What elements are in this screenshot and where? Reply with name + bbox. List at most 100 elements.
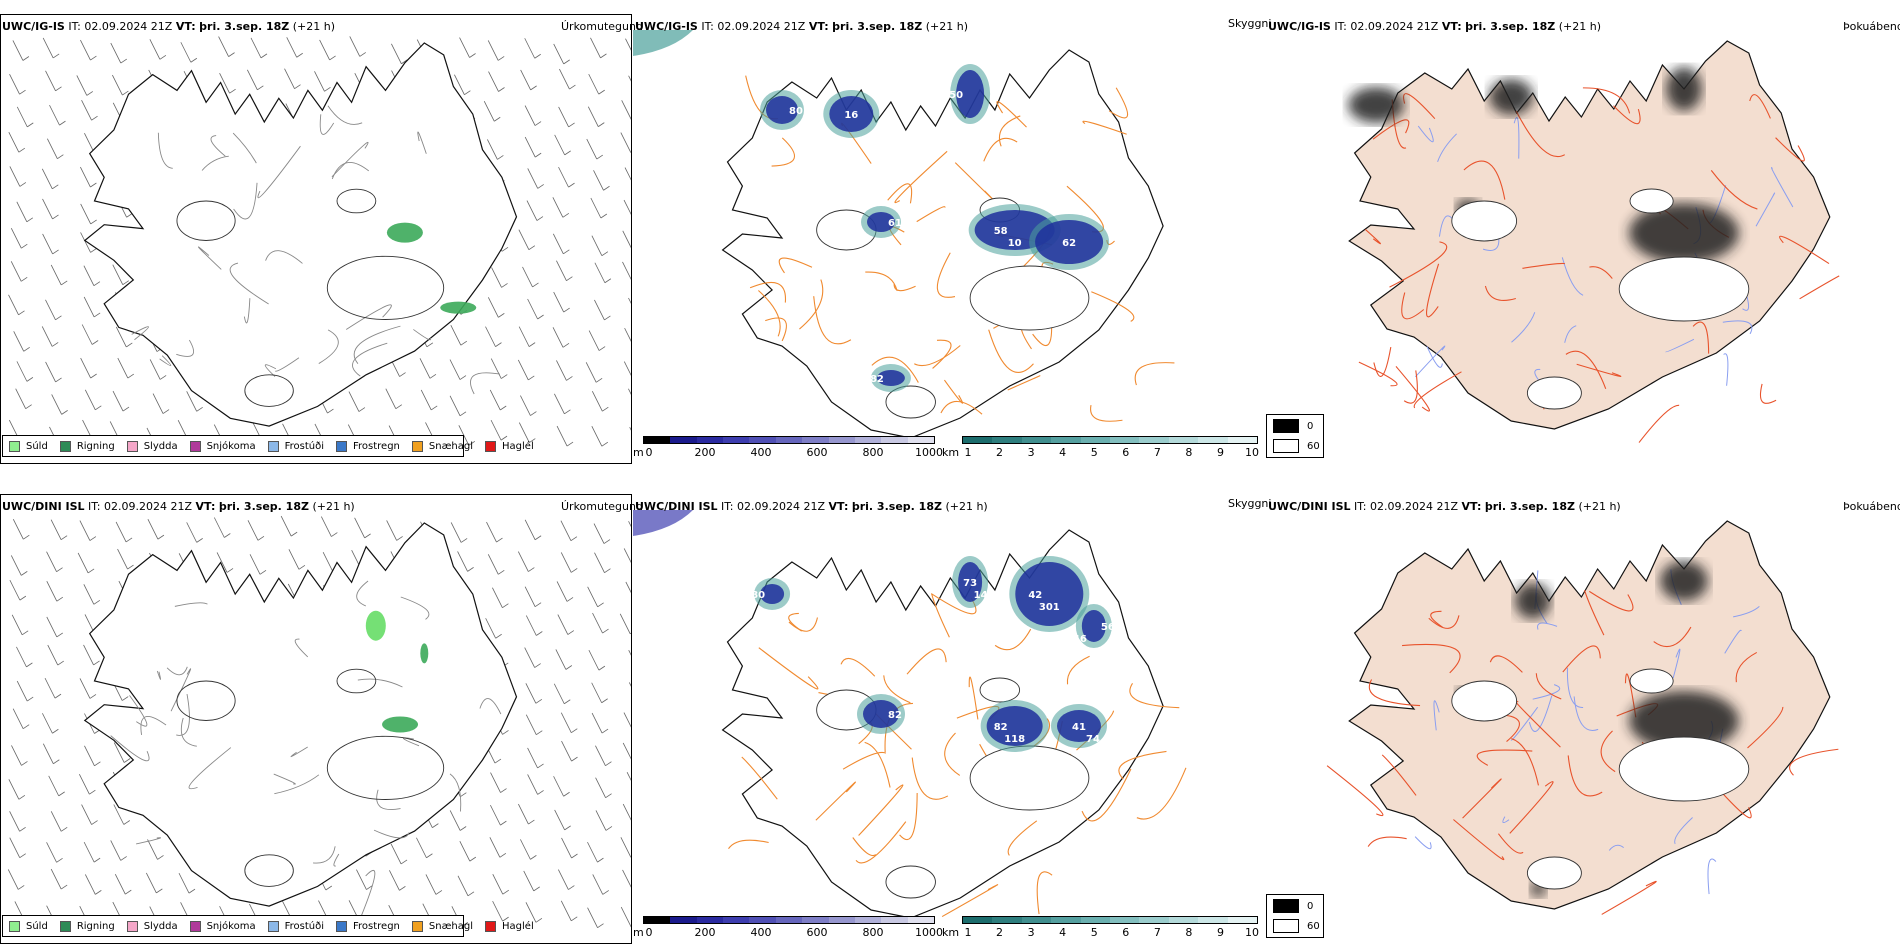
colorbar-bin: [992, 437, 1022, 443]
legend-swatch: [411, 920, 423, 932]
lead-time: (+21 h): [945, 500, 988, 513]
colorbar-bin: [802, 437, 829, 443]
legend-swatch: [336, 440, 347, 452]
colorbar-bin: [1080, 917, 1111, 923]
visibility-map-bottom: 42 73 56 82 41 82 80 301 147 46 118 74: [633, 510, 1187, 919]
colorbar-bin: [723, 437, 750, 443]
cloud-base-label: 61: [888, 218, 902, 229]
model-name: UWC/IG-IS: [2, 20, 65, 33]
legend-swatch: [126, 440, 138, 452]
offshore-cloud: [633, 510, 693, 536]
colorbar-tick: 1: [964, 926, 972, 939]
it-value: 02.09.2024 21Z: [1370, 500, 1459, 513]
panel-title-visibility-top: Skyggni: [1228, 17, 1272, 30]
model-name: UWC/IG-IS: [635, 20, 698, 33]
colorbar-bin: [1168, 917, 1199, 923]
legend-swatch: [411, 440, 423, 452]
fog-map-top: [1348, 40, 1840, 443]
colorbar-tick: 600: [806, 446, 828, 459]
cloud-base-label: 41: [1072, 722, 1086, 733]
colorbar-tick: 1: [964, 446, 972, 459]
fog-index-areas: [1348, 67, 1739, 263]
vt-label: VT:: [175, 20, 196, 33]
colorbar-bin: [723, 917, 750, 923]
colorbar-tick: 400: [750, 926, 772, 939]
glacier-outline: [326, 255, 445, 320]
colorbar-bin: [992, 917, 1022, 923]
precip-legend-item: Snæhagl: [411, 440, 474, 452]
colorbar-bin: [670, 437, 697, 443]
precip-legend-item: Rigning: [59, 440, 115, 452]
legend-label: Snjókoma: [206, 920, 256, 932]
colorbar-tick: 0: [645, 446, 653, 459]
colorbar-bin: [775, 437, 803, 443]
road-network: [745, 75, 1175, 422]
legend-label: Snæhagl: [428, 920, 474, 932]
colorbar-bin: [828, 437, 855, 443]
colorbar-bin: [854, 437, 882, 443]
vt-label: VT:: [828, 500, 849, 513]
cloud-base-label: 42: [1028, 590, 1042, 601]
glacier-outline: [969, 745, 1090, 811]
precipitation-areas: [365, 610, 429, 733]
colorbar-bin: [854, 917, 882, 923]
colorbar-bin: [881, 917, 908, 923]
colorbar-bin: [696, 437, 724, 443]
colorbar-tick: 2: [996, 926, 1004, 939]
colorbar-bin: [1227, 437, 1258, 443]
fog-legend-item: 60: [1273, 439, 1320, 453]
precip-map-bottom: [7, 515, 631, 929]
precip-legend-item: Snjókoma: [189, 440, 256, 452]
vt-value: þri. 3.sep. 18Z: [851, 500, 942, 513]
glacier-outline: [885, 865, 936, 899]
colorbar-tick: 5: [1090, 926, 1098, 939]
colorbar-unit: m: [633, 926, 644, 939]
colorbar-bin: [1051, 437, 1081, 443]
panel-title-fog-top: Þokuábendi: [1843, 20, 1900, 33]
panel-header-bottom-right: UWC/DINI ISL IT: 02.09.2024 21Z VT: þri.…: [1268, 500, 1621, 514]
colorbar-tick: 6: [1122, 446, 1130, 459]
precip-legend-item: Haglél: [485, 920, 534, 932]
legend-swatch: [267, 920, 279, 932]
glacier-outline: [969, 265, 1090, 331]
glacier-outline: [885, 385, 936, 419]
colorbar-tick: 200: [694, 926, 716, 939]
colorbar-tick: 10: [1245, 446, 1259, 459]
it-label: IT:: [88, 500, 101, 513]
cloud-base-label: 46: [1073, 634, 1087, 645]
vt-label: VT:: [1441, 20, 1462, 33]
glacier-outline: [336, 188, 377, 214]
road-network: [131, 105, 500, 395]
it-value: 02.09.2024 21Z: [84, 20, 173, 33]
vt-value: þri. 3.sep. 18Z: [1465, 20, 1556, 33]
legend-label: Rigning: [76, 440, 115, 452]
colorbar-bin: [1198, 917, 1228, 923]
glacier-outline: [1451, 200, 1518, 242]
cloud-base-label: 50: [949, 90, 963, 101]
cloud-base-label: 74: [1086, 734, 1100, 745]
colorbar-tick: 9: [1216, 926, 1224, 939]
legend-swatch: [485, 440, 497, 452]
legend-label: Frostúði: [284, 440, 324, 452]
vt-value: þri. 3.sep. 18Z: [218, 500, 309, 513]
colorbar-bin: [1021, 917, 1052, 923]
model-name: UWC/DINI ISL: [635, 500, 718, 513]
it-value: 02.09.2024 21Z: [104, 500, 193, 513]
legend-label: Snæhagl: [428, 440, 474, 452]
panel-header-bottom-left: UWC/DINI ISL IT: 02.09.2024 21Z VT: þri.…: [2, 500, 355, 514]
glacier-outline: [326, 735, 445, 800]
cloud-base-label: 58: [994, 226, 1008, 237]
it-label: IT:: [701, 20, 714, 33]
colorbar-bin: [881, 437, 908, 443]
legend-label: 60: [1307, 920, 1320, 932]
visibility-colorbar-bottom: km 1 2 3 4 5 6 7 8 9 10: [942, 916, 1262, 940]
glacier-outline: [1629, 668, 1674, 694]
colorbar-tick: 200: [694, 446, 716, 459]
it-value: 02.09.2024 21Z: [1350, 20, 1439, 33]
colorbar-tick: 1000: [915, 926, 943, 939]
visibility-colorbar-top: km 1 2 3 4 5 6 7 8 9 10: [942, 436, 1262, 460]
it-label: IT:: [68, 20, 81, 33]
precip-legend-item: Slydda: [126, 920, 178, 932]
colorbar-bin: [907, 437, 934, 443]
cloud-base-colorbar-top: m 0 200 400 600 800 1000: [633, 436, 943, 460]
